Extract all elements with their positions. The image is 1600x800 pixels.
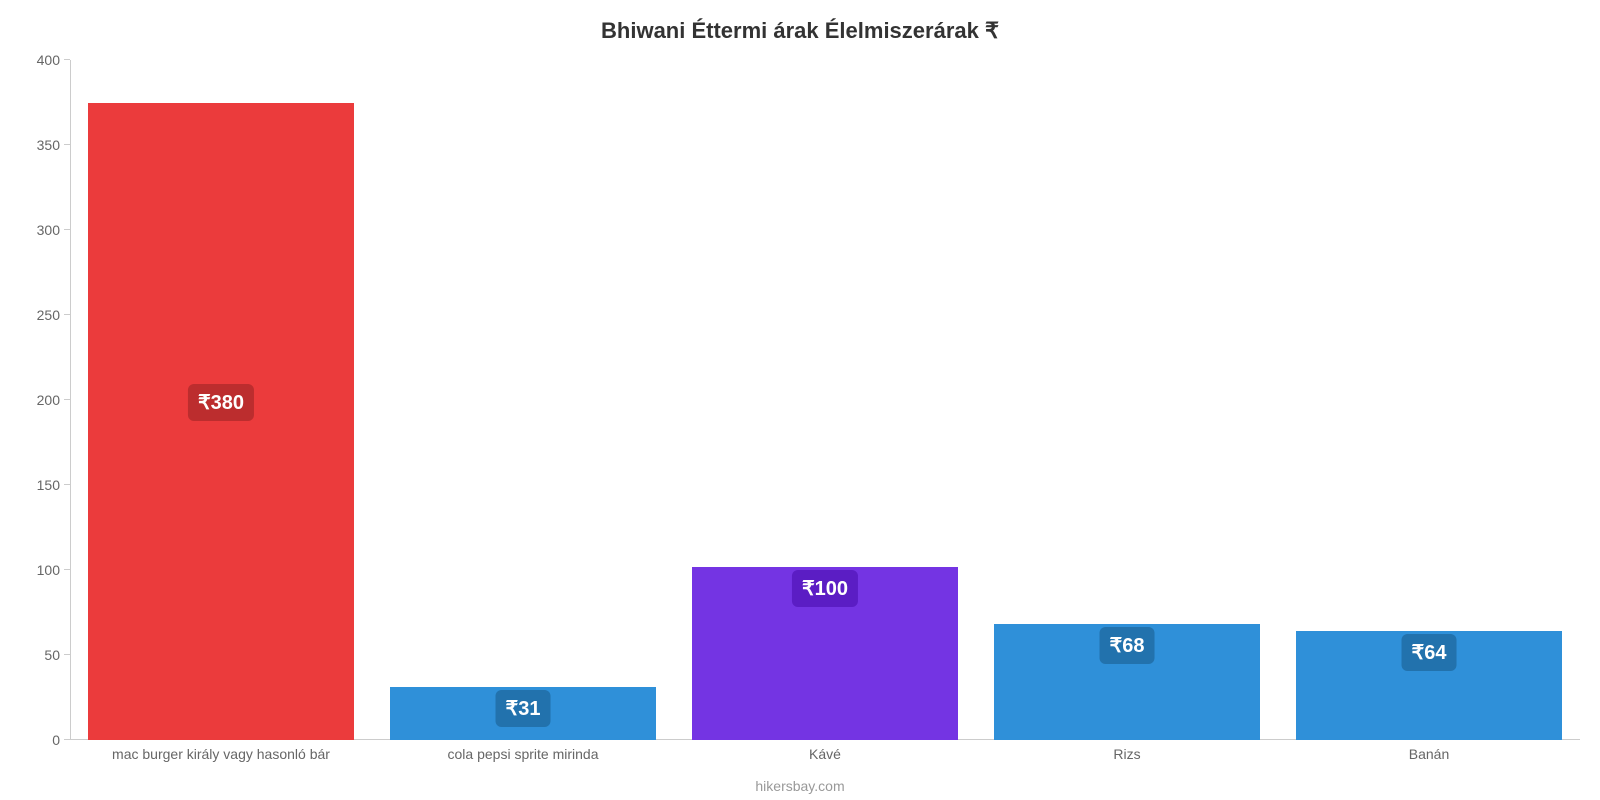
price-bar-chart: Bhiwani Éttermi árak Élelmiszerárak ₹ ₹3… [0, 0, 1600, 800]
y-tick-label: 400 [0, 52, 60, 68]
category-label: Banán [1409, 746, 1449, 762]
y-tick-label: 50 [0, 647, 60, 663]
bar-value-label: ₹64 [1402, 634, 1457, 671]
y-tick-mark [64, 654, 70, 655]
category-label: Rizs [1113, 746, 1140, 762]
y-tick-label: 350 [0, 137, 60, 153]
y-tick-mark [64, 569, 70, 570]
bar-value-label: ₹100 [792, 570, 858, 607]
bar [88, 103, 354, 741]
bars-container: ₹380 ₹31 ₹100 ₹68 ₹64 [70, 60, 1580, 740]
chart-title: Bhiwani Éttermi árak Élelmiszerárak ₹ [0, 18, 1600, 44]
bar-value-label: ₹31 [496, 690, 551, 727]
category-label: mac burger király vagy hasonló bár [112, 746, 330, 762]
y-tick-mark [64, 399, 70, 400]
y-tick-label: 250 [0, 307, 60, 323]
x-axis-labels: mac burger király vagy hasonló bár cola p… [70, 740, 1580, 780]
y-tick-label: 100 [0, 562, 60, 578]
y-tick-mark [64, 144, 70, 145]
y-tick-label: 200 [0, 392, 60, 408]
y-tick-mark [64, 739, 70, 740]
bar-value-label: ₹380 [188, 384, 254, 421]
category-label: cola pepsi sprite mirinda [448, 746, 599, 762]
chart-credit: hikersbay.com [0, 778, 1600, 794]
y-tick-label: 0 [0, 732, 60, 748]
y-tick-mark [64, 484, 70, 485]
category-label: Kávé [809, 746, 841, 762]
y-tick-mark [64, 229, 70, 230]
y-tick-mark [64, 314, 70, 315]
y-tick-mark [64, 59, 70, 60]
y-tick-label: 300 [0, 222, 60, 238]
plot-area: ₹380₹31₹100₹68₹64 mac burger király vagy… [70, 60, 1580, 740]
y-tick-label: 150 [0, 477, 60, 493]
bar-value-label: ₹68 [1100, 627, 1155, 664]
